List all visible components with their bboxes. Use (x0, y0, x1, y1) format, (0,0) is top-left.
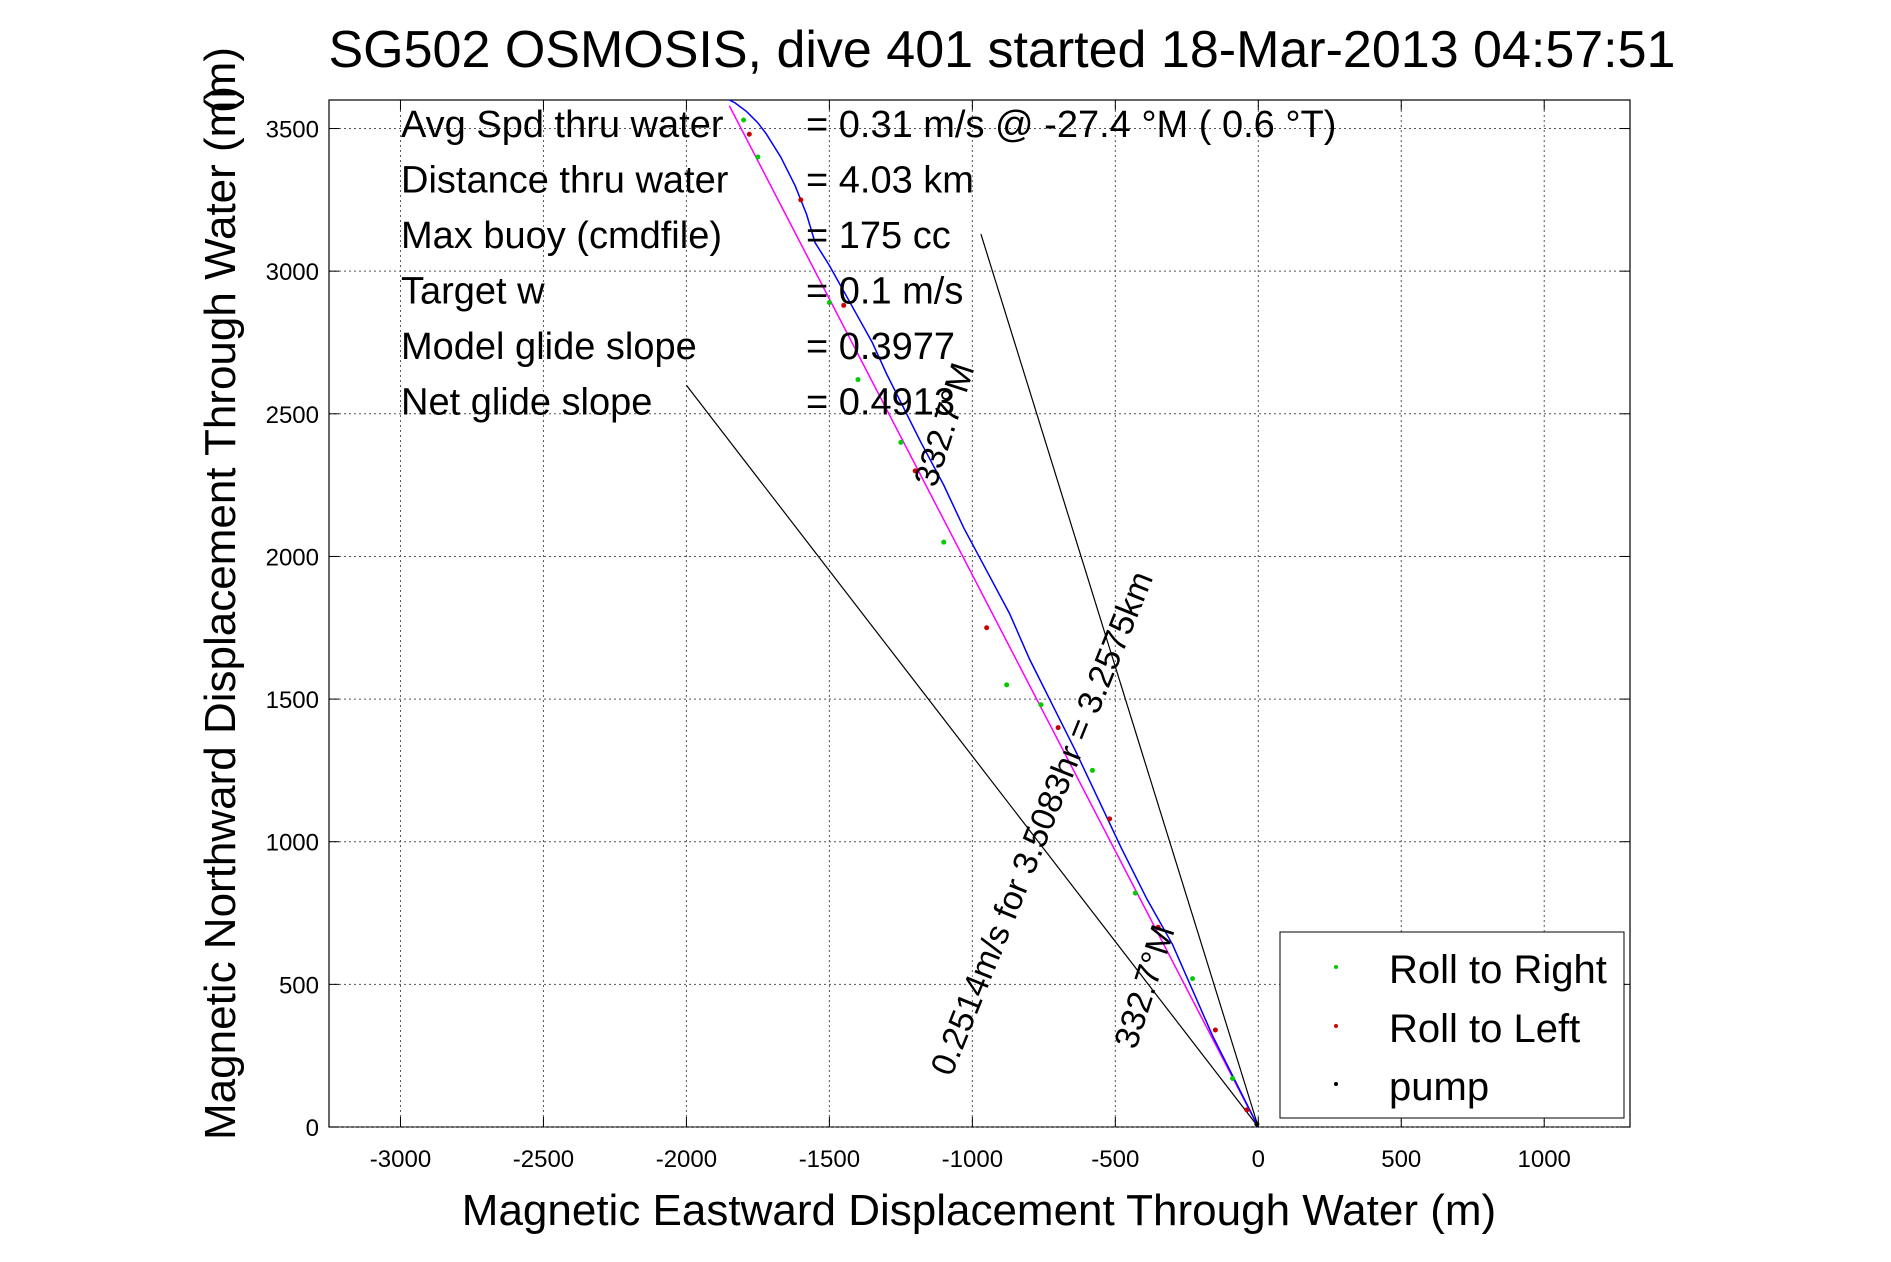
y-tick-label: 3500 (266, 117, 319, 144)
y-tick-label: 1000 (266, 830, 319, 857)
legend-label-pump: pump (1389, 1065, 1489, 1109)
y-axis-label: Magnetic Northward Displacement Through … (196, 86, 245, 1140)
roll-right-point (941, 539, 947, 545)
x-tick-label: -2000 (656, 1146, 717, 1173)
stat-value: = 175 cc (806, 215, 951, 257)
chart-title: SG502 OSMOSIS, dive 401 started 18-Mar-2… (329, 21, 1676, 79)
roll-right-point (1038, 702, 1044, 708)
stat-label: Max buoy (cmdfile) (401, 215, 722, 257)
stat-value: = 0.31 m/s @ -27.4 °M ( 0.6 °T) (806, 104, 1336, 146)
stat-value: = 0.3977 (806, 326, 955, 368)
legend-label-roll-left: Roll to Left (1389, 1007, 1580, 1051)
y-tick-label: 3000 (266, 259, 319, 286)
guide-line (685, 384, 1259, 1128)
roll-right-point (898, 439, 904, 445)
stats-block: Avg Spd thru water = 0.31 m/s @ -27.4 °M … (401, 104, 1336, 424)
roll-left-point (746, 131, 752, 137)
roll-left-point (912, 468, 918, 474)
roll-left-point (1244, 1107, 1250, 1113)
stat-label: Avg Spd thru water (401, 104, 724, 146)
x-tick-label: 500 (1381, 1146, 1421, 1173)
legend-marker-roll-right (1334, 965, 1338, 969)
roll-right-point (755, 154, 761, 160)
legend-marker-pump (1334, 1082, 1338, 1086)
stat-label: Model glide slope (401, 326, 697, 368)
x-tick-label: 1000 (1518, 1146, 1571, 1173)
roll-left-point (1212, 1027, 1218, 1033)
x-tick-label: 0 (1252, 1146, 1265, 1173)
x-tick-label: -2500 (513, 1146, 574, 1173)
guide-lines (685, 233, 1259, 1128)
roll-right-point (1190, 976, 1196, 982)
x-tick-label: -3000 (370, 1146, 431, 1173)
roll-left-point (798, 197, 804, 203)
x-tick-label: -1500 (799, 1146, 860, 1173)
y-tick-label: 1500 (266, 687, 319, 714)
legend-label-roll-right: Roll to Right (1389, 948, 1607, 992)
y-label-overlap-glyph: (m) (196, 47, 245, 113)
roll-left-point (841, 302, 847, 308)
roll-right-point (741, 117, 747, 123)
x-tick-label: -1000 (942, 1146, 1003, 1173)
x-tick-label: -500 (1091, 1146, 1139, 1173)
roll-right-point (855, 377, 861, 383)
net-direction-line (728, 105, 1259, 1128)
legend: Roll to Right Roll to Left pump (1279, 931, 1625, 1119)
x-axis-label: Magnetic Eastward Displacement Through W… (462, 1186, 1496, 1235)
y-tick-label: 2000 (266, 544, 319, 571)
y-tick-label: 2500 (266, 402, 319, 429)
glider-track-line (728, 99, 1259, 1128)
roll-left-point (1155, 924, 1161, 930)
stat-label: Distance thru water (401, 160, 729, 202)
roll-right-point (826, 300, 832, 306)
roll-right-point (1004, 682, 1010, 688)
y-tick-label: 500 (279, 972, 319, 999)
roll-right-point (1089, 767, 1095, 773)
legend-marker-roll-left (1334, 1024, 1338, 1028)
roll-left-point (1107, 816, 1113, 822)
ticks: -3000 -2500 -2000 -1500 -1000 -500 0 500 1000 0 50… (266, 100, 1630, 1173)
roll-right-point (1132, 890, 1138, 896)
stat-label: Target w (401, 271, 545, 313)
roll-left-point (1055, 725, 1061, 731)
y-tick-label: 0 (306, 1115, 319, 1142)
stat-value: = 0.1 m/s (806, 271, 963, 313)
roll-left-point (984, 625, 990, 631)
stat-value: = 0.4913 (806, 382, 955, 424)
stat-value: = 4.03 km (806, 160, 974, 202)
roll-right-point (1230, 1076, 1236, 1082)
stat-label: Net glide slope (401, 382, 652, 424)
guide-line (980, 233, 1259, 1128)
